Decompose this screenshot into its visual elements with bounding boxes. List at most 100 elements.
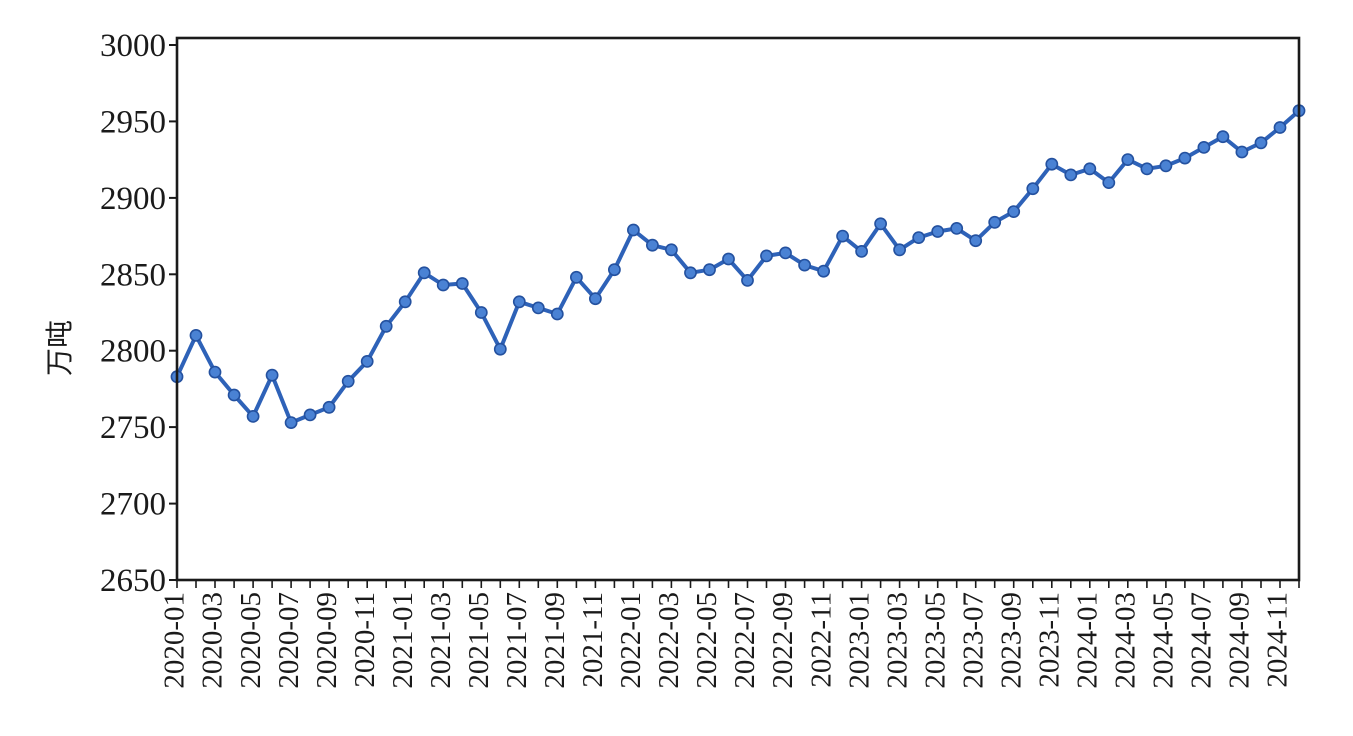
y-axis-title: 万吨 [45,320,76,377]
y-tick-label: 2750 [100,410,166,446]
data-point-2023-09 [1007,205,1021,218]
data-point-2022-08 [760,249,773,263]
data-point-2020-07 [284,416,298,429]
data-point-2024-10 [1254,136,1268,150]
x-tick-label: 2023-05 [919,592,951,689]
data-point-2022-01 [627,223,640,237]
y-tick-label: 2800 [100,334,166,370]
x-tick-label: 2020-01 [159,592,191,689]
data-point-2020-08 [303,408,317,422]
x-tick-labels: 2020-01 2020-03 2020-05 2020-07 2020-09 2020-… [159,592,1294,689]
data-point-2023-08 [988,215,1002,229]
data-point-2023-04 [912,231,926,244]
data-point-2024-05 [1159,159,1173,173]
y-tick-label: 2650 [100,563,166,599]
data-point-2023-03 [893,243,906,257]
x-tick-label: 2020-07 [273,592,305,689]
data-point-2024-04 [1140,162,1154,176]
x-tick-label: 2023-01 [843,592,875,689]
data-point-2024-02 [1102,176,1116,189]
y-tick-label: 3000 [100,28,166,64]
x-tick-label: 2024-03 [1109,592,1141,689]
x-tick-label: 2022-05 [691,592,723,689]
x-tick-label: 2021-07 [501,592,533,689]
data-point-2022-09 [779,246,792,260]
data-point-2023-07 [969,234,983,248]
x-tick-label: 2022-11 [805,592,837,688]
x-tick-label: 2021-11 [577,592,609,688]
x-tick-label: 2024-09 [1224,592,1256,689]
data-point-2021-08 [531,301,545,315]
data-point-2022-07 [741,273,754,287]
data-point-2023-06 [950,221,964,235]
x-tick-label: 2024-07 [1186,592,1218,689]
data-point-2022-03 [665,243,678,257]
data-point-2020-04 [227,388,241,402]
x-tick-label: 2022-03 [653,592,685,689]
data-point-2023-12 [1064,168,1078,182]
data-point-2020-02 [189,328,203,342]
data-point-2021-05 [474,306,488,319]
data-point-2024-08 [1216,130,1230,144]
x-tick-label: 2021-09 [539,592,571,689]
data-point-2023-01 [855,244,868,258]
y-tick-label: 2950 [100,104,166,140]
data-point-2021-02 [417,266,431,280]
data-point-2022-10 [798,258,811,272]
data-point-2021-07 [512,295,526,309]
x-tick-label: 2024-01 [1071,592,1103,689]
data-point-2023-11 [1045,157,1059,171]
plot-border [175,36,1301,582]
x-tick-label: 2020-11 [349,592,381,688]
data-point-2022-02 [646,238,659,252]
data-point-2021-12 [608,263,621,277]
x-tick-label: 2021-01 [387,592,419,689]
data-point-2021-04 [455,277,469,290]
data-point-2022-12 [836,229,849,243]
data-point-2021-10 [570,270,583,284]
data-point-2022-11 [817,264,830,278]
tick-marks [169,44,1300,588]
data-point-2022-04 [684,266,697,280]
data-point-2022-05 [703,263,716,277]
data-point-2023-10 [1026,182,1040,196]
data-point-2021-11 [589,292,602,306]
x-tick-label: 2022-07 [729,592,761,689]
data-point-2020-11 [360,354,374,368]
data-point-2020-06 [265,368,279,382]
data-point-2024-01 [1083,162,1097,176]
y-tick-label: 2700 [100,487,166,523]
data-series [170,104,1306,429]
data-point-2024-11 [1273,121,1287,134]
x-tick-label: 2023-11 [1033,592,1065,688]
data-point-2020-09 [322,400,336,414]
data-point-2024-06 [1178,151,1192,165]
data-point-2024-07 [1197,140,1211,154]
x-tick-label: 2023-07 [957,592,989,689]
x-tick-label: 2021-05 [463,592,495,689]
data-point-2021-03 [436,278,450,292]
data-point-2021-01 [398,295,412,309]
data-point-2024-03 [1121,153,1135,166]
data-point-2023-02 [874,217,887,231]
axes [175,36,1301,582]
x-tick-label: 2021-03 [425,592,457,689]
x-tick-label: 2020-03 [197,592,229,689]
x-tick-label: 2020-09 [311,592,343,689]
data-point-2022-06 [722,252,735,266]
data-point-2020-05 [246,409,260,423]
data-point-2021-09 [550,307,564,321]
data-point-2024-09 [1235,145,1249,159]
x-tick-label: 2022-01 [615,592,647,689]
x-tick-label: 2023-03 [881,592,913,689]
x-tick-label: 2024-05 [1148,592,1180,689]
data-point-2023-05 [931,225,945,238]
x-tick-label: 2024-11 [1262,592,1294,688]
data-point-2020-10 [341,374,355,388]
x-tick-label: 2020-05 [235,592,267,689]
y-tick-label: 2900 [100,181,166,217]
x-tick-label: 2022-09 [767,592,799,689]
